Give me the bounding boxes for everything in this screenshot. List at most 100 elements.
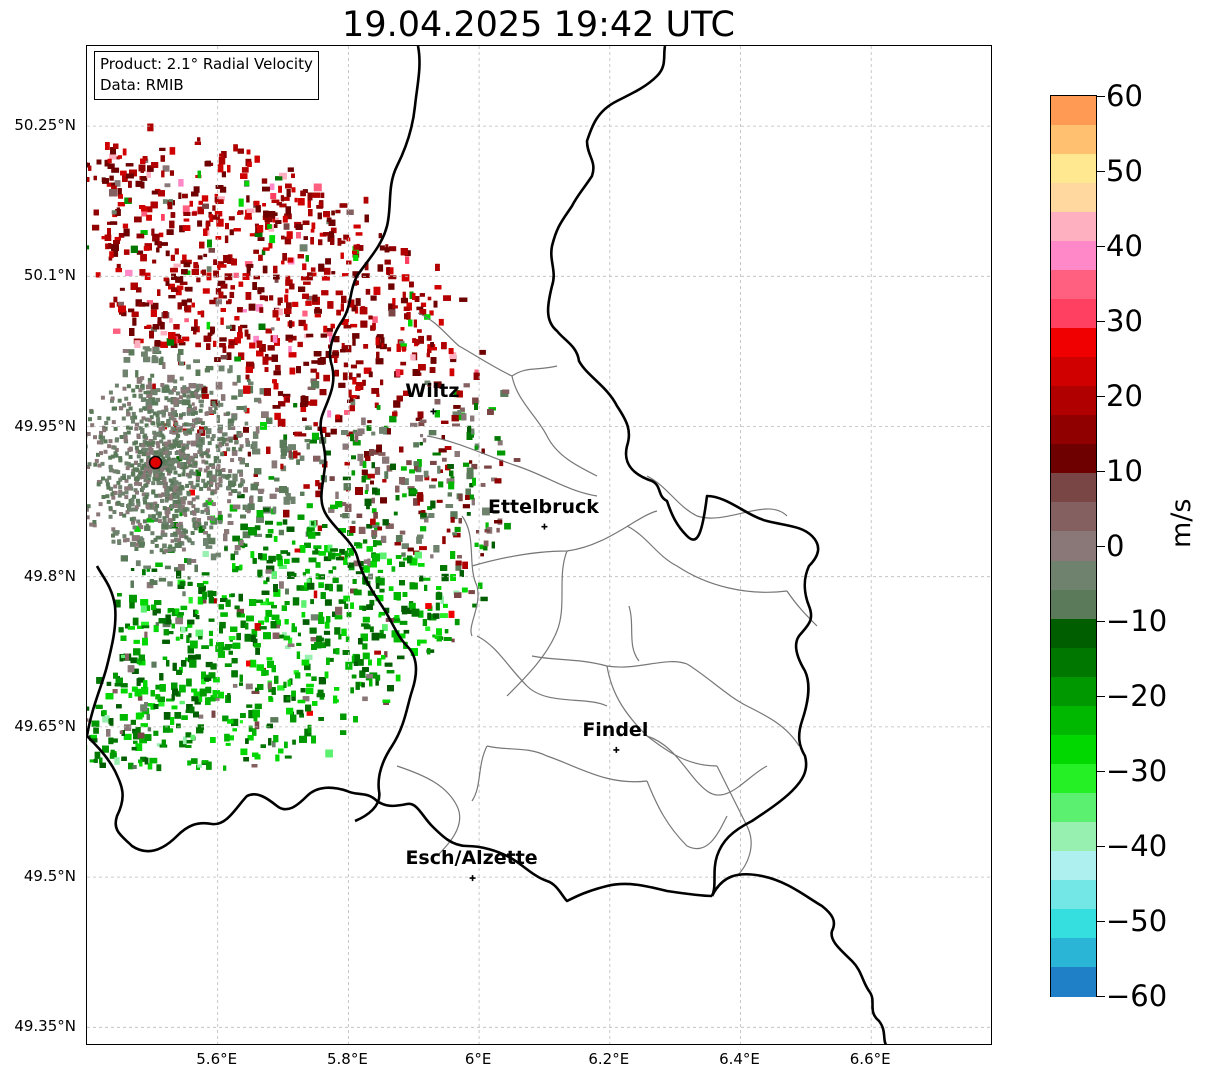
echo-pixel <box>208 248 215 253</box>
echo-pixel <box>273 584 278 592</box>
echo-pixel <box>140 254 147 262</box>
echo-pixel <box>359 307 368 315</box>
echo-pixel <box>201 678 206 685</box>
echo-pixel <box>417 492 424 496</box>
echo-pixel <box>290 496 296 504</box>
echo-pixel <box>273 536 278 542</box>
echo-pixel <box>115 677 123 684</box>
echo-pixel <box>214 193 219 197</box>
echo-pixel <box>227 422 234 430</box>
echo-pixel <box>286 231 293 239</box>
echo-pixel <box>224 529 230 535</box>
echo-pixel <box>313 455 321 462</box>
echo-pixel <box>281 632 287 636</box>
echo-pixel <box>240 173 248 179</box>
echo-pixel <box>327 301 334 309</box>
echo-pixel <box>266 560 273 564</box>
echo-pixel <box>405 256 410 264</box>
echo-pixel <box>144 702 148 706</box>
echo-pixel <box>173 333 180 338</box>
echo-pixel <box>177 353 181 362</box>
echo-pixel <box>175 636 180 641</box>
echo-pixel <box>418 639 427 644</box>
echo-pixel <box>118 627 124 633</box>
echo-pixel <box>237 469 243 474</box>
echo-pixel <box>289 283 295 290</box>
echo-pixel <box>112 689 118 694</box>
echo-pixel <box>240 324 248 329</box>
echo-pixel <box>187 581 193 586</box>
echo-pixel <box>236 632 241 641</box>
echo-pixel <box>395 369 401 377</box>
echo-pixel <box>199 688 207 697</box>
echo-pixel <box>357 453 364 462</box>
echo-pixel <box>252 282 257 290</box>
echo-pixel <box>217 280 226 286</box>
echo-pixel <box>235 566 242 571</box>
echo-pixel <box>245 292 252 300</box>
echo-pixel <box>258 254 263 261</box>
echo-pixel <box>403 629 410 634</box>
echo-pixel <box>189 489 195 496</box>
echo-pixel <box>285 493 291 501</box>
echo-pixel <box>185 709 192 713</box>
echo-pixel <box>150 703 156 710</box>
echo-pixel <box>243 487 248 493</box>
echo-pixel <box>311 360 319 364</box>
echo-pixel <box>417 411 424 419</box>
echo-pixel <box>329 476 335 481</box>
echo-pixel <box>219 621 226 629</box>
echo-pixel <box>228 481 237 486</box>
echo-pixel <box>338 240 346 244</box>
echo-pixel <box>388 283 395 290</box>
echo-pixel <box>217 424 223 430</box>
echo-pixel <box>144 757 149 765</box>
echo-pixel <box>304 542 311 548</box>
echo-pixel <box>127 626 135 630</box>
echo-pixel <box>351 520 356 524</box>
echo-pixel <box>123 249 130 255</box>
echo-pixel <box>269 183 275 191</box>
echo-pixel <box>324 638 331 647</box>
echo-pixel <box>230 593 235 597</box>
echo-pixel <box>463 383 470 388</box>
echo-pixel <box>172 688 178 696</box>
echo-pixel <box>271 605 277 609</box>
echo-pixel <box>228 345 235 349</box>
echo-pixel <box>147 123 154 132</box>
echo-pixel <box>130 541 136 547</box>
echo-pixel <box>160 322 165 330</box>
echo-pixel <box>353 560 361 567</box>
echo-pixel <box>151 190 160 195</box>
echo-pixel <box>311 676 317 681</box>
echo-pixel <box>246 264 254 268</box>
echo-pixel <box>160 242 168 246</box>
echo-pixel <box>109 189 117 197</box>
echo-pixel <box>202 288 210 294</box>
echo-pixel <box>239 682 243 686</box>
echo-pixel <box>182 205 190 214</box>
map-panel[interactable] <box>86 45 992 1045</box>
echo-pixel <box>320 592 326 599</box>
echo-pixel <box>171 705 178 710</box>
echo-pixel <box>407 486 415 490</box>
echo-pixel <box>245 438 249 443</box>
map-canvas[interactable] <box>87 46 992 1045</box>
echo-pixel <box>301 659 310 666</box>
echo-pixel <box>141 351 148 357</box>
echo-pixel <box>344 503 352 512</box>
echo-pixel <box>370 295 377 301</box>
echo-pixel <box>273 265 278 274</box>
echo-pixel <box>224 235 229 244</box>
echo-pixel <box>350 687 354 694</box>
echo-pixel <box>219 343 226 348</box>
echo-pixel <box>347 548 354 556</box>
echo-pixel <box>496 527 500 533</box>
echo-pixel <box>123 733 132 740</box>
echo-pixel <box>146 300 153 305</box>
echo-pixel <box>441 435 445 440</box>
echo-pixel <box>201 393 209 399</box>
echo-pixel <box>304 654 313 660</box>
echo-pixel <box>259 626 267 630</box>
echo-pixel <box>191 696 199 702</box>
